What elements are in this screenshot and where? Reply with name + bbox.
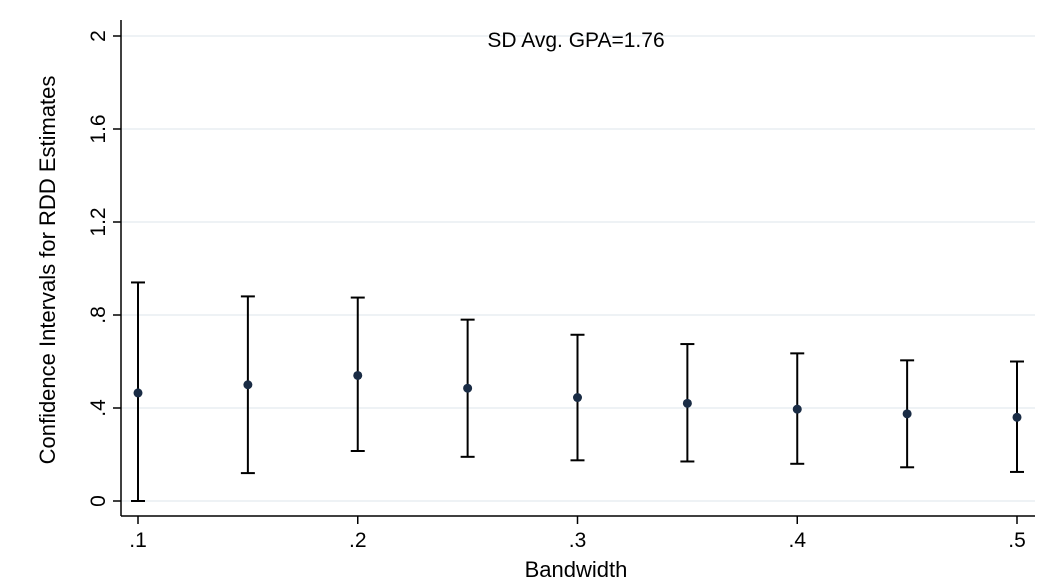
y-tick-label: .8 <box>87 306 110 324</box>
ticks: 0 .4 .8 1.2 1.6 2 .1 .2 .3 .4 .5 <box>87 30 1026 552</box>
x-tick-label: .2 <box>349 529 367 552</box>
point-estimate <box>133 388 143 398</box>
y-axis-title: Confidence Intervals for RDD Estimates <box>35 76 60 465</box>
y-tick-label: 1.2 <box>87 207 110 236</box>
x-tick-label: .3 <box>569 529 587 552</box>
point-estimate <box>463 383 473 393</box>
point-estimate <box>792 404 802 414</box>
y-tick-label: 2 <box>87 30 110 42</box>
point-estimate <box>353 370 363 380</box>
y-tick-label: 1.6 <box>87 114 110 143</box>
x-axis-title: Bandwidth <box>525 557 628 582</box>
x-tick-label: .1 <box>129 529 147 552</box>
x-tick-label: .4 <box>788 529 806 552</box>
point-estimate <box>243 380 253 390</box>
y-tick-label: .4 <box>87 399 110 417</box>
point-estimate <box>1012 412 1022 422</box>
x-tick-label: .5 <box>1008 529 1026 552</box>
y-tick-label: 0 <box>87 495 110 507</box>
chart-annotation: SD Avg. GPA=1.76 <box>487 29 664 52</box>
gridlines <box>121 35 1035 502</box>
point-estimate <box>902 409 912 419</box>
point-estimate <box>682 398 692 408</box>
point-estimate <box>573 393 582 403</box>
point-estimates <box>133 370 1022 422</box>
